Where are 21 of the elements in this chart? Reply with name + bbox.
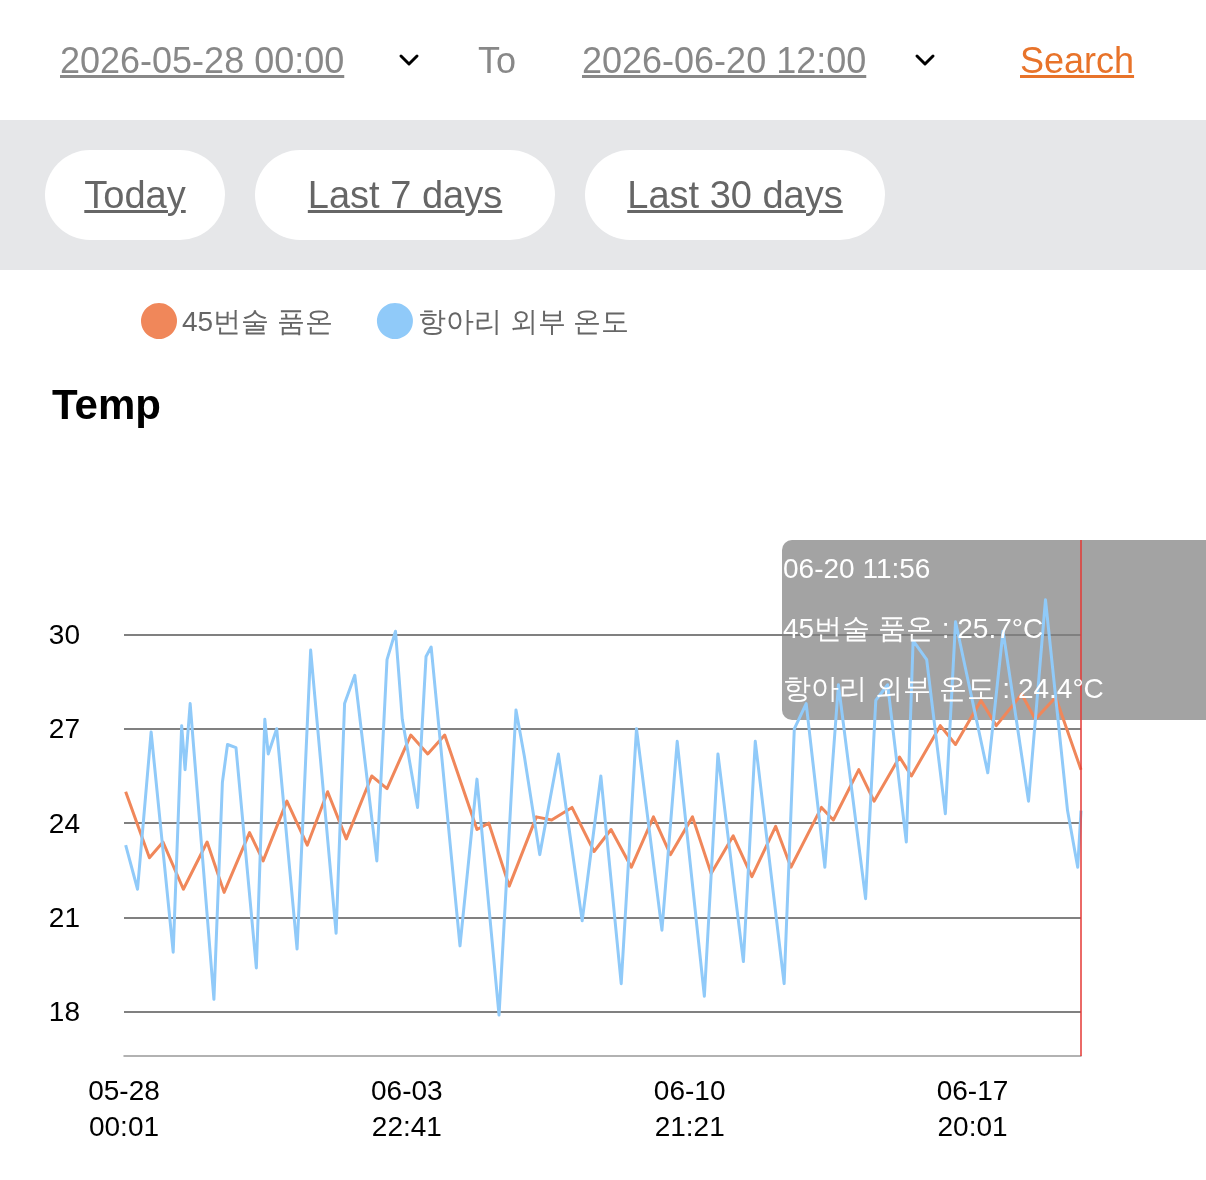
y-tick-label: 24 <box>48 807 80 839</box>
y-tick-label: 30 <box>48 618 80 650</box>
x-tick-label: 05-28 00:01 <box>88 1074 160 1142</box>
annotation: 45번술 품온 : 25.7°C <box>783 612 1044 646</box>
text: Search <box>1020 40 1135 82</box>
x-tick-label: 06-10 21:21 <box>653 1074 726 1142</box>
text: To <box>478 40 517 82</box>
x-tick-label: 06-03 22:41 <box>371 1074 443 1142</box>
y-tick-label: 27 <box>48 713 80 745</box>
chart-title: Temp <box>52 380 161 428</box>
legend-label: 45번술 품온 <box>182 305 333 337</box>
text: 2026-05-28 00:00 <box>60 40 345 82</box>
text: Today <box>84 173 186 217</box>
text: Last 30 days <box>627 173 843 217</box>
text: Last 7 days <box>307 173 503 217</box>
x-tick-label: 06-17 20:01 <box>936 1074 1009 1142</box>
y-tick-label: 18 <box>48 996 80 1028</box>
annotation: 06-20 11:56 <box>783 552 931 586</box>
legend-label: 항아리 외부 온도 <box>417 305 630 337</box>
text: 2026-06-20 12:00 <box>582 40 867 82</box>
y-tick-label: 21 <box>48 902 80 934</box>
